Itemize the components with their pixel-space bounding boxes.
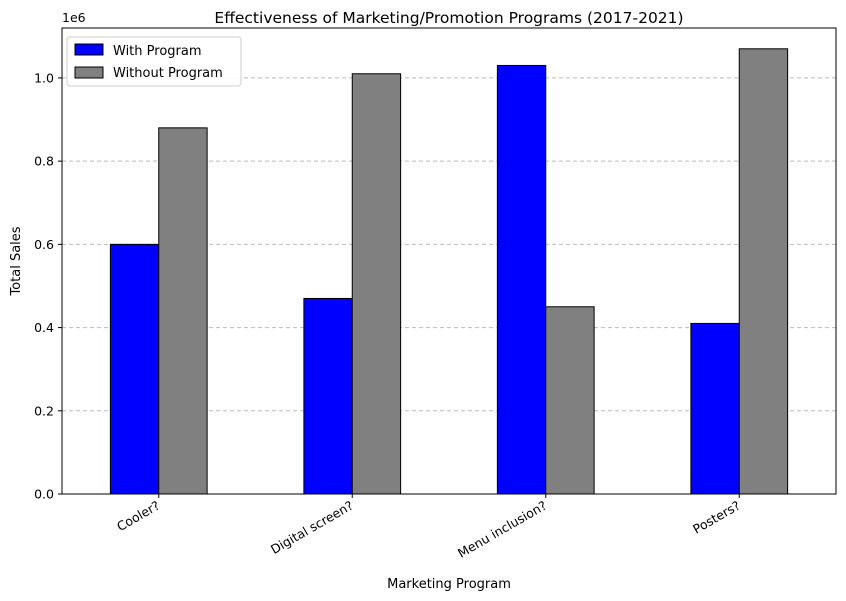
y-tick-label: 1.0 [34,70,54,85]
y-tick-label: 0.2 [34,403,54,418]
x-axis: Cooler? Digital screen? Menu inclusion? Pos… [114,494,743,561]
y-tick-label: 0.0 [34,487,54,502]
chart-title: Effectiveness of Marketing/Promotion Pro… [214,9,683,27]
bar-with-program-2 [496,64,547,495]
legend: With Program Without Program [66,36,242,87]
y-axis: 0.0 0.2 0.4 0.6 0.8 1.0 [34,70,62,502]
legend-label-with-program: With Program [113,44,202,59]
bar-with-program-3 [690,322,740,495]
x-axis-label: Marketing Program [387,577,511,592]
y-tick-label: 0.4 [34,320,54,335]
bar-without-program-0 [158,127,208,495]
legend-box [66,36,242,87]
bar-with-program-0 [109,243,160,495]
plot-frame [61,27,837,495]
y-tick-label: 0.6 [34,237,54,252]
y-tick-label: 0.8 [34,154,54,169]
legend-label-without-program: Without Program [113,66,223,81]
x-tick-label: Cooler? [114,498,162,534]
y-offset-label: 1e6 [62,10,86,25]
legend-swatch-without-program [74,66,104,79]
x-tick-label: Digital screen? [268,498,356,557]
bar-with-program-1 [303,297,353,495]
bars-layer [109,48,789,495]
legend-swatch-with-program [74,43,104,56]
x-tick-label: Menu inclusion? [455,498,549,561]
y-axis-label: Total Sales [9,226,24,296]
bar-without-program-1 [351,73,402,495]
bar-without-program-2 [545,306,595,495]
bar-without-program-3 [738,48,789,495]
x-tick-label: Posters? [690,498,743,537]
